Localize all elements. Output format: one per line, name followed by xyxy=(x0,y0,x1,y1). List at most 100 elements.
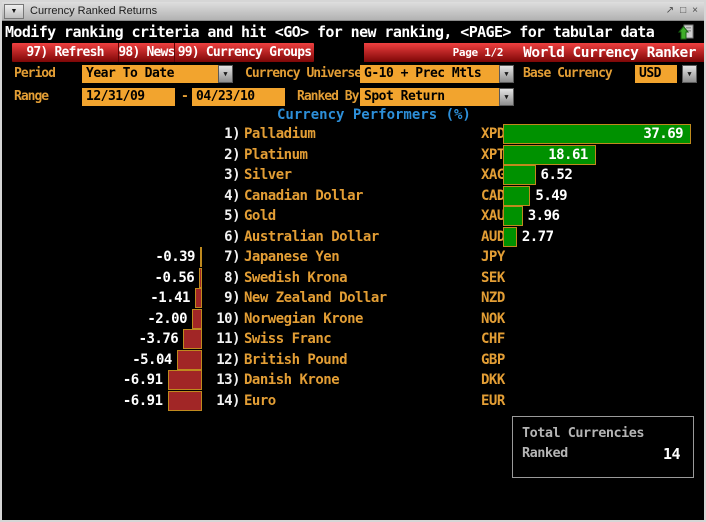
message-text: Modify ranking criteria and hit <GO> for… xyxy=(5,23,655,41)
value-label: -3.76 xyxy=(138,331,179,347)
toolbar: 97) Refresh 98) News 99) Currency Groups… xyxy=(2,43,704,62)
rank-label[interactable]: 5) xyxy=(224,208,240,224)
ticker-label: XPD xyxy=(481,126,505,142)
value-label: -0.39 xyxy=(155,249,195,265)
rank-label[interactable]: 3) xyxy=(224,167,240,183)
maximize-icon[interactable]: □ xyxy=(680,5,687,16)
rank-label[interactable]: 13) xyxy=(216,372,240,388)
value-label: -6.91 xyxy=(122,392,163,409)
value-label: 5.49 xyxy=(535,187,568,204)
ranked-by-field[interactable]: Spot Return xyxy=(360,88,499,106)
base-currency-dropdown-button[interactable]: ▼ xyxy=(682,65,697,83)
currency-universe-label: Currency Universe xyxy=(245,66,362,81)
terminal-screen: Modify ranking criteria and hit <GO> for… xyxy=(2,21,704,520)
close-icon[interactable]: × xyxy=(692,5,698,16)
ranked-by-label: Ranked By xyxy=(297,89,359,104)
currency-universe-dropdown-button[interactable]: ▼ xyxy=(499,65,514,83)
ticker-label: CHF xyxy=(481,331,505,347)
period-field[interactable]: Year To Date xyxy=(82,65,218,83)
rank-label[interactable]: 4) xyxy=(224,187,240,204)
value-label: 37.69 xyxy=(643,126,684,142)
range-start-field[interactable]: 12/31/09 xyxy=(82,88,175,106)
performance-bar xyxy=(167,370,202,391)
message-bar: Modify ranking criteria and hit <GO> for… xyxy=(2,21,704,43)
summary-label-line1: Total Currencies xyxy=(522,425,645,441)
performance-bar xyxy=(183,329,202,350)
value-label: 6.52 xyxy=(540,167,573,183)
performance-bar xyxy=(503,124,692,145)
rank-label[interactable]: 8) xyxy=(224,269,240,286)
currency-name[interactable]: Swiss Franc xyxy=(244,331,332,347)
value-label: -5.04 xyxy=(132,351,172,368)
value-label: -6.91 xyxy=(122,372,163,388)
page-indicator: Page 1/2 xyxy=(452,46,504,59)
range-end-field[interactable]: 04/23/10 xyxy=(192,88,285,106)
performance-bar xyxy=(192,308,202,329)
currency-name[interactable]: Canadian Dollar xyxy=(244,187,363,204)
performance-bar xyxy=(167,390,202,411)
dropdown-arrow-icon: ▼ xyxy=(687,70,692,78)
currency-name[interactable]: Euro xyxy=(244,392,276,409)
refresh-button[interactable]: 97) Refresh xyxy=(26,45,104,60)
rank-label[interactable]: 6) xyxy=(224,228,240,245)
export-icon[interactable] xyxy=(678,24,694,40)
ticker-label: NOK xyxy=(481,310,505,327)
currency-universe-field[interactable]: G-10 + Prec Mtls xyxy=(360,65,499,83)
ticker-label: DKK xyxy=(481,372,505,388)
rank-label[interactable]: 10) xyxy=(216,310,240,327)
currency-name[interactable]: Platinum xyxy=(244,146,308,163)
currency-name[interactable]: Australian Dollar xyxy=(244,228,379,245)
rank-label[interactable]: 11) xyxy=(216,331,240,347)
ticker-label: GBP xyxy=(481,351,505,368)
performance-bar xyxy=(503,206,523,227)
summary-value: 14 xyxy=(662,445,681,463)
ticker-label: EUR xyxy=(481,392,505,409)
ticker-label: NZD xyxy=(481,290,505,306)
performance-bar xyxy=(199,267,202,288)
rank-label[interactable]: 2) xyxy=(224,146,240,163)
range-label: Range xyxy=(14,89,49,104)
currency-groups-button[interactable]: 99) Currency Groups xyxy=(174,43,314,62)
ticker-label: XAG xyxy=(481,167,505,183)
performance-bar xyxy=(503,165,536,186)
window-title: Currency Ranked Returns xyxy=(30,5,158,17)
currency-name[interactable]: Palladium xyxy=(244,126,316,142)
currency-name[interactable]: Danish Krone xyxy=(244,372,340,388)
rank-label[interactable]: 9) xyxy=(224,290,240,306)
ticker-label: AUD xyxy=(481,228,505,245)
currency-name[interactable]: New Zealand Dollar xyxy=(244,290,387,306)
window-menu-button[interactable]: ▼ xyxy=(4,3,24,19)
performance-bar xyxy=(176,349,202,370)
rank-label[interactable]: 14) xyxy=(216,392,240,409)
dropdown-arrow-icon: ▼ xyxy=(223,70,228,78)
ticker-label: XPT xyxy=(481,146,505,163)
dropdown-arrow-icon: ▼ xyxy=(504,70,509,78)
rank-label[interactable]: 12) xyxy=(216,351,240,368)
rank-label[interactable]: 7) xyxy=(224,249,240,265)
performance-bar xyxy=(503,185,531,206)
base-currency-field[interactable]: USD xyxy=(635,65,677,83)
currency-name[interactable]: Swedish Krona xyxy=(244,269,348,286)
value-label: 3.96 xyxy=(527,208,560,224)
currency-name[interactable]: Japanese Yen xyxy=(244,249,340,265)
period-dropdown-button[interactable]: ▼ xyxy=(218,65,233,83)
performance-bar xyxy=(503,144,596,165)
value-label: -0.56 xyxy=(154,269,195,286)
ticker-label: JPY xyxy=(481,249,505,265)
ranked-by-dropdown-button[interactable]: ▼ xyxy=(499,88,514,106)
currency-name[interactable]: British Pound xyxy=(244,351,348,368)
base-currency-label: Base Currency xyxy=(523,66,613,81)
restore-icon[interactable]: ↗ xyxy=(665,5,675,16)
news-button[interactable]: 98) News xyxy=(118,43,175,62)
currency-name[interactable]: Gold xyxy=(244,208,276,224)
currency-name[interactable]: Norwegian Krone xyxy=(244,310,363,327)
chart-title: Currency Performers (%) xyxy=(277,107,471,123)
period-label: Period xyxy=(14,66,56,81)
chevron-down-icon: ▼ xyxy=(10,7,18,15)
rank-label[interactable]: 1) xyxy=(224,126,240,142)
currency-name[interactable]: Silver xyxy=(244,167,292,183)
ticker-label: CAD xyxy=(481,187,505,204)
range-separator: - xyxy=(181,89,189,104)
value-label: -1.41 xyxy=(150,290,190,306)
